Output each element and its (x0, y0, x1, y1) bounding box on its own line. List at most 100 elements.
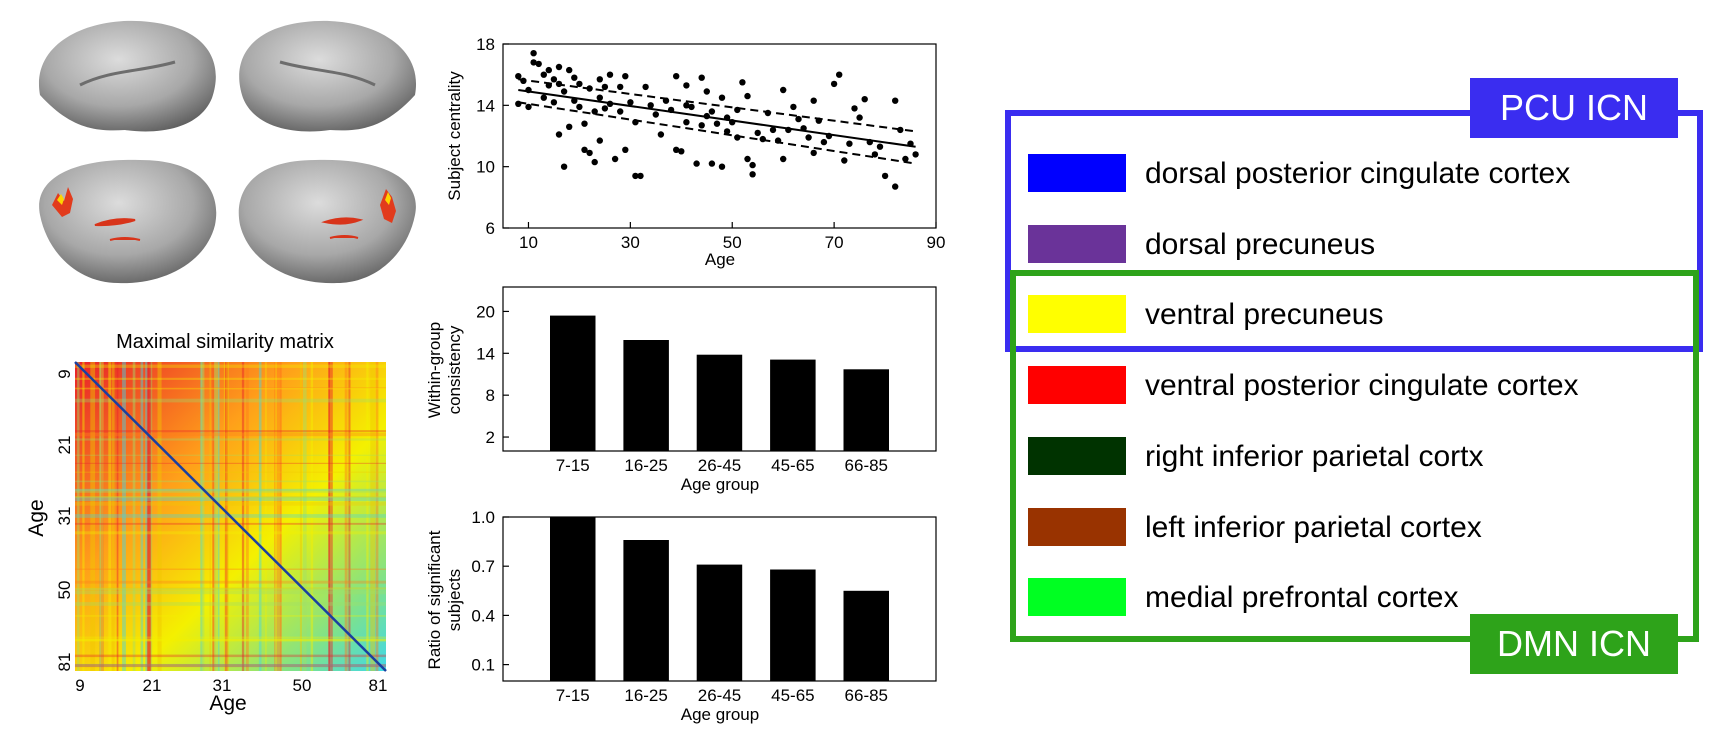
bar-category-label: 45-65 (771, 686, 814, 705)
matrix-stripe (75, 615, 386, 617)
scatter-point (576, 80, 583, 88)
bar2-axes: 7-15 16-25 26-45 45-65 66-85 0.1 0.4 0.7 1.0 (471, 508, 888, 705)
scatter-point (693, 160, 700, 167)
legend-swatch (1028, 225, 1126, 263)
bar1-ylabel-line1: Within-group (425, 322, 444, 418)
scatter-point (617, 108, 624, 115)
scatter-point (525, 103, 532, 111)
scatter-point (683, 102, 690, 109)
legend-swatch (1028, 508, 1126, 546)
matrix-stripe (375, 362, 379, 671)
matrix-stripe (274, 362, 276, 671)
scatter-point (550, 99, 558, 106)
scatter-point (836, 71, 843, 78)
scatter-point (566, 123, 573, 130)
scatter-point (902, 155, 909, 163)
matrix-stripe (75, 480, 386, 483)
bar-category-label: 26-45 (698, 456, 741, 475)
scatter-point (744, 155, 751, 163)
matrix-stripe (75, 638, 386, 642)
matrix-stripe (149, 362, 153, 671)
matrix-stripe (225, 362, 227, 671)
matrix-stripe (299, 362, 302, 671)
bar-category-label: 7-15 (556, 686, 590, 705)
scatter-point (545, 66, 552, 74)
dmn-label: DMN ICN (1497, 623, 1651, 664)
scatter-point (550, 76, 558, 83)
matrix-x-tick: 21 (143, 676, 162, 695)
legend-swatch (1028, 366, 1126, 404)
pcu-box (1005, 110, 1703, 352)
legend-item: dorsal precuneus (1028, 225, 1375, 263)
scatter-point (530, 50, 537, 57)
bar-y-tick: 0.4 (471, 606, 495, 625)
matrix-stripe (99, 362, 101, 671)
matrix-stripe (75, 590, 386, 595)
matrix-x-tick: 81 (369, 676, 388, 695)
matrix-stripe (75, 636, 386, 638)
scatter-point (540, 71, 547, 78)
bar (623, 540, 669, 681)
scatter-point (560, 163, 568, 170)
scatter-point (713, 120, 721, 127)
scatter-point (571, 74, 578, 81)
matrix-stripe (75, 454, 386, 456)
scatter-point (780, 86, 787, 94)
scatter-point (805, 134, 812, 141)
matrix-stripe (75, 438, 386, 441)
legend-item: right inferior parietal cortx (1028, 437, 1483, 475)
legend-item: left inferior parietal cortex (1028, 508, 1482, 546)
matrix-tick-labels: 9 21 31 50 81 9 21 31 50 81 (55, 369, 387, 695)
matrix-stripe (145, 362, 148, 671)
scatter-point (810, 97, 817, 104)
scatter-point (708, 108, 716, 115)
matrix-stripe (75, 387, 386, 390)
legend-swatch (1028, 437, 1126, 475)
pcu-label: PCU ICN (1500, 87, 1648, 128)
bar2-xlabel: Age group (681, 705, 759, 724)
scatter-point (673, 73, 680, 80)
matrix-stripe (276, 362, 281, 671)
scatter-point (820, 138, 828, 146)
scatter-point (555, 63, 563, 71)
scatter-point (769, 126, 777, 134)
scatter-point (647, 102, 654, 109)
bar-y-tick: 14 (476, 344, 495, 363)
legend-label: ventral precuneus (1145, 298, 1383, 331)
bar-y-tick: 1.0 (471, 508, 495, 527)
scatter-point (678, 148, 685, 155)
legend-swatch (1028, 295, 1126, 333)
dmn-label-box (1470, 614, 1678, 674)
scatter-point (555, 131, 563, 138)
bar1-ylabel-line2: consistency (445, 325, 464, 414)
legend-label: left inferior parietal cortex (1145, 511, 1482, 544)
bar-category-label: 66-85 (845, 686, 888, 705)
matrix-stripe (75, 522, 386, 525)
bar (623, 340, 669, 451)
matrix-stripe (258, 362, 262, 671)
matrix-stripe (226, 362, 229, 671)
bar (550, 517, 596, 681)
matrix-stripe (146, 362, 151, 671)
bar-category-label: 45-65 (771, 456, 814, 475)
scatter-point (892, 183, 899, 190)
scatter-point (810, 149, 817, 157)
scatter-y-tick: 6 (486, 219, 495, 238)
scatter-point (606, 71, 614, 78)
matrix-stripe (99, 362, 104, 671)
matrix-stripe (99, 362, 104, 671)
bar-y-tick: 0.7 (471, 557, 495, 576)
matrix-stripe (75, 501, 386, 506)
bar-y-tick: 20 (476, 302, 495, 321)
similarity-matrix-panel: Maximal similarity matrix 9 21 31 50 81 … (25, 331, 387, 715)
matrix-stripe (77, 362, 80, 671)
ratio-bar-chart: 7-15 16-25 26-45 45-65 66-85 0.1 0.4 0.7 1.0 Age… (425, 508, 937, 724)
scatter-point (683, 119, 690, 126)
legend-label: right inferior parietal cortx (1145, 440, 1483, 473)
bar-category-label: 66-85 (845, 456, 888, 475)
matrix-x-tick: 50 (293, 676, 312, 695)
scatter-point (652, 111, 659, 118)
scatter-point (876, 143, 884, 150)
matrix-stripe (212, 362, 216, 671)
